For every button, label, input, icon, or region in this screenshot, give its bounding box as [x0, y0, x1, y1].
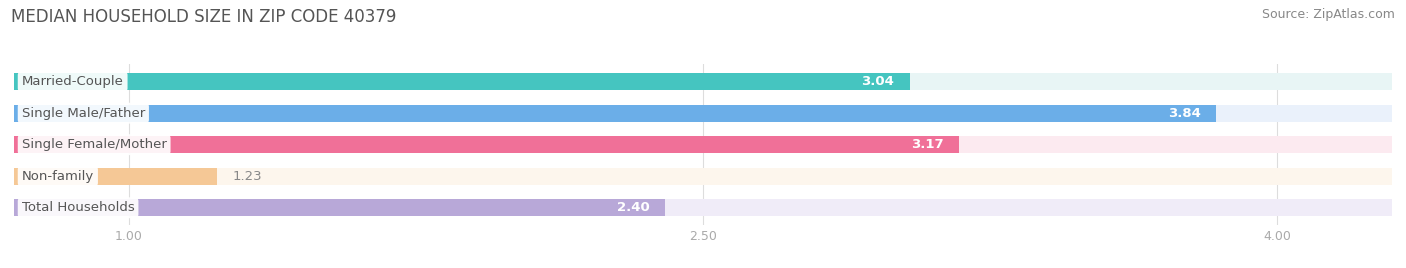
Bar [14, 105, 1216, 122]
Text: Married-Couple: Married-Couple [21, 75, 124, 88]
Text: Non-family: Non-family [21, 170, 94, 183]
Bar [14, 136, 1392, 153]
Bar [14, 73, 1392, 90]
Text: Source: ZipAtlas.com: Source: ZipAtlas.com [1261, 8, 1395, 21]
Bar [14, 168, 217, 185]
Text: Single Male/Father: Single Male/Father [21, 107, 145, 120]
Text: 3.84: 3.84 [1168, 107, 1201, 120]
Text: 2.40: 2.40 [617, 201, 650, 214]
Text: 1.23: 1.23 [232, 170, 262, 183]
Text: 3.17: 3.17 [911, 138, 945, 151]
Text: Single Female/Mother: Single Female/Mother [21, 138, 166, 151]
Bar [14, 168, 1392, 185]
Bar [14, 73, 910, 90]
Bar [14, 199, 665, 217]
Bar [14, 136, 959, 153]
Text: 3.04: 3.04 [862, 75, 894, 88]
Text: MEDIAN HOUSEHOLD SIZE IN ZIP CODE 40379: MEDIAN HOUSEHOLD SIZE IN ZIP CODE 40379 [11, 8, 396, 26]
Text: Total Households: Total Households [21, 201, 135, 214]
Bar [14, 199, 1392, 217]
Bar [14, 105, 1392, 122]
